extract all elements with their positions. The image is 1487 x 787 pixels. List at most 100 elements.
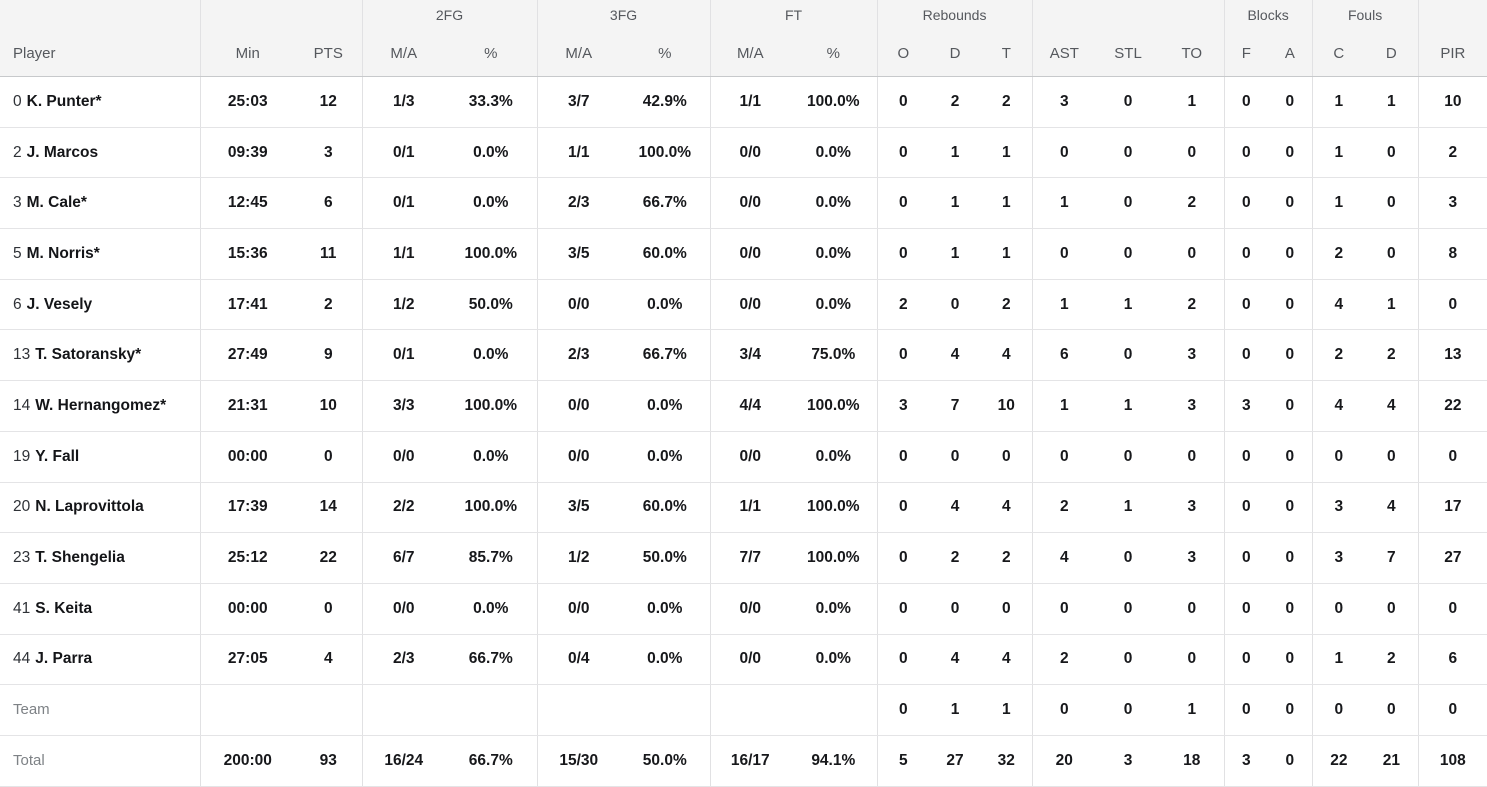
stat-cell: 0 (876, 177, 930, 230)
stat-cell: 0 (1096, 177, 1161, 230)
stat-cell: 4 (1365, 482, 1419, 534)
col-header-pts: PTS (295, 30, 362, 77)
group-header-row: 2FG 3FG FT Rebounds Blocks Fouls (0, 0, 1487, 30)
group-header-2fg: 2FG (361, 0, 538, 30)
stat-cell: 4 (929, 634, 982, 686)
player-name: T. Satoransky* (35, 346, 142, 364)
stat-cell: 0 (1365, 583, 1419, 635)
stat-cell: 0.0% (620, 380, 711, 432)
col-header-pct-6: % (620, 30, 711, 77)
stat-cell: 0 (1031, 583, 1097, 635)
stat-cell: 0 (876, 684, 930, 736)
stat-cell: 0 (1223, 228, 1269, 280)
stat-cell: 1 (1096, 380, 1161, 432)
stat-cell: 0/0 (536, 279, 621, 331)
stat-cell: 1 (1365, 279, 1419, 331)
stat-cell: 0 (876, 532, 930, 584)
stat-cell: 0 (1268, 583, 1313, 635)
stat-cell: 4 (981, 482, 1033, 534)
stat-cell: 0 (981, 431, 1033, 483)
stat-cell: 0 (1031, 228, 1097, 280)
stat-cell: 6/7 (361, 532, 445, 584)
stat-cell: 0 (1223, 76, 1269, 128)
stat-cell: 0 (1160, 228, 1225, 280)
stat-cell: 0/0 (709, 431, 791, 483)
stat-cell: 0 (1365, 177, 1419, 230)
stat-cell: 0.0% (445, 177, 538, 230)
stat-cell: 0 (1268, 532, 1313, 584)
stat-cell: 20 (1031, 735, 1097, 787)
group-header-spacer (1031, 0, 1225, 30)
stat-cell (709, 684, 791, 736)
player-name: Team (13, 701, 50, 719)
stat-cell: 0 (981, 583, 1033, 635)
stat-cell: 17:41 (199, 279, 295, 331)
player-row: 13 T. Satoransky* 27:49 9 0/1 0.0% 2/3 66.7% 3/4… (0, 329, 1487, 382)
stat-cell: 4 (295, 634, 362, 686)
stat-cell: 0 (1268, 634, 1313, 686)
stat-cell: 22 (1417, 380, 1487, 432)
stat-cell (445, 684, 538, 736)
stat-cell: 4 (1365, 380, 1419, 432)
col-header-d-10: D (929, 30, 982, 77)
stat-cell: 75.0% (790, 329, 878, 382)
stat-cell: 3 (1311, 482, 1366, 534)
stat-cell: 3 (1031, 76, 1097, 128)
stat-cell: 0 (1268, 76, 1313, 128)
stat-cell: 100.0% (445, 380, 538, 432)
stat-cell (199, 684, 295, 736)
stat-cell: 0 (876, 329, 930, 382)
stat-cell: 93 (295, 735, 362, 787)
stat-cell: 0 (876, 228, 930, 280)
stat-cell: 0/0 (709, 127, 791, 179)
col-header-pct-8: % (790, 30, 878, 77)
stat-cell: 0.0% (620, 583, 711, 635)
jersey-number: 41 (13, 599, 31, 617)
jersey-number: 6 (13, 295, 22, 313)
stat-cell: 21:31 (199, 380, 295, 432)
stat-cell: 0 (1268, 684, 1313, 736)
player-cell: 23 T. Shengelia (0, 532, 200, 584)
stat-cell: 1 (1096, 279, 1161, 331)
stat-cell: 2 (1031, 482, 1097, 534)
stat-cell: 2/2 (361, 482, 445, 534)
stat-cell: 0 (1223, 127, 1269, 179)
total-row: Total 200:00 93 16/24 66.7% 15/30 50.0% 16/17 94… (0, 735, 1487, 787)
stat-cell (361, 684, 445, 736)
stat-cell: 2 (1160, 279, 1225, 331)
player-name: S. Keita (35, 599, 93, 617)
stat-cell: 200:00 (199, 735, 295, 787)
col-header-stl-13: STL (1096, 30, 1161, 77)
stat-cell: 8 (1417, 228, 1487, 280)
stat-cell: 0 (1096, 76, 1161, 128)
stat-cell: 0 (1268, 279, 1313, 331)
stat-cell: 3/7 (536, 76, 621, 128)
stat-cell: 0.0% (790, 583, 878, 635)
stat-cell: 22 (295, 532, 362, 584)
stat-cell: 0 (1031, 684, 1097, 736)
stat-cell: 0/0 (709, 279, 791, 331)
stat-cell: 0/4 (536, 634, 621, 686)
stat-cell: 0/0 (361, 583, 445, 635)
stat-cell: 0/1 (361, 127, 445, 179)
stat-cell: 1/1 (709, 482, 791, 534)
stat-cell: 0 (1096, 127, 1161, 179)
stat-cell: 4 (929, 482, 982, 534)
player-name: Y. Fall (35, 447, 80, 465)
stat-cell: 1/2 (536, 532, 621, 584)
player-cell: 6 J. Vesely (0, 279, 200, 331)
stat-cell: 0 (1417, 279, 1487, 331)
stat-cell: 0 (1223, 329, 1269, 382)
stat-cell: 0 (1268, 380, 1313, 432)
stat-cell: 100.0% (790, 76, 878, 128)
team-row: Team 0 1 1 0 0 1 0 0 0 0 0 (0, 684, 1487, 736)
stat-cell: 3/4 (709, 329, 791, 382)
stat-cell: 3 (1417, 177, 1487, 230)
stat-cell: 0.0% (790, 634, 878, 686)
col-header-pct-4: % (445, 30, 538, 77)
stat-cell: 100.0% (620, 127, 711, 179)
column-header-row: Player Min PTS M/A% M/A% M/A% O D T AST STL TO F A C D P… (0, 30, 1487, 77)
stat-cell: 1 (1311, 177, 1366, 230)
stat-cell: 0 (876, 634, 930, 686)
stat-cell: 25:03 (199, 76, 295, 128)
